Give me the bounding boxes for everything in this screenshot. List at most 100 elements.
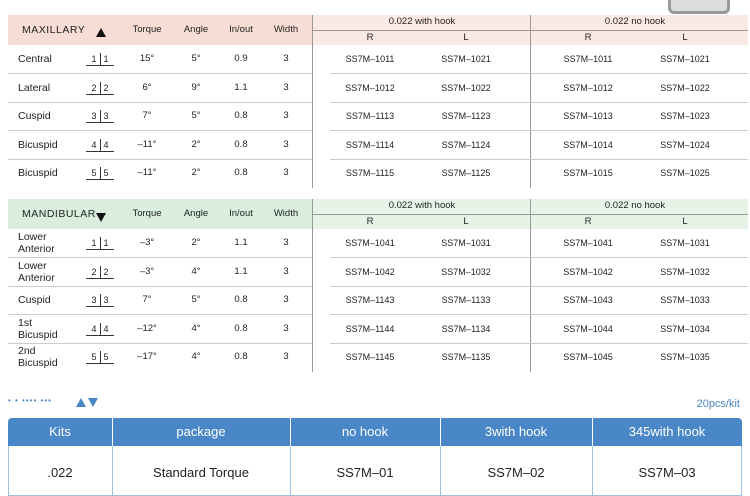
- cell: –11°: [137, 138, 157, 150]
- cell: 0.8: [234, 138, 248, 150]
- code: SS7M–1124: [441, 139, 491, 150]
- cell: 0.8: [234, 322, 248, 334]
- cell: –3°: [139, 237, 155, 248]
- cell: 3: [283, 237, 289, 248]
- code: SS7M–1145: [345, 352, 395, 363]
- cell: 0.9: [234, 53, 248, 64]
- rule: [86, 93, 114, 95]
- tooth-number: 4: [103, 139, 109, 150]
- group-title: 0.022 with hook: [388, 200, 456, 211]
- cell: 3: [283, 110, 289, 122]
- cell: 4°: [191, 322, 201, 334]
- column-header: In/out: [229, 208, 253, 219]
- kits-cell: SS7M–01: [336, 465, 394, 480]
- code: SS7M–1114: [345, 139, 395, 150]
- rule: [330, 73, 748, 74]
- cell: 9°: [191, 81, 201, 93]
- tooth-number: 4: [91, 323, 97, 334]
- code: SS7M–1023: [660, 111, 710, 122]
- cell: 0.8: [234, 351, 248, 363]
- tooth-number: 3: [103, 111, 109, 122]
- cell: –12°: [137, 322, 157, 334]
- cell: 3: [283, 265, 289, 277]
- tooth-number: 3: [103, 295, 109, 306]
- code: SS7M–1135: [441, 352, 491, 363]
- side-label: L: [682, 216, 688, 227]
- code: SS7M–1043: [563, 295, 613, 306]
- rule: [330, 158, 748, 160]
- kit-note: 20pcs/kit: [696, 398, 740, 410]
- rule: [330, 130, 748, 132]
- tooth-number: 1: [103, 238, 109, 248]
- column-header: Angle: [183, 208, 209, 219]
- kits-header: 345with hook: [628, 424, 706, 439]
- group-title: 0.022 no hook: [604, 16, 666, 27]
- side-label: R: [584, 216, 592, 227]
- tooth-number: 3: [91, 111, 97, 122]
- cell: –11°: [137, 167, 157, 179]
- tooth-number: 5: [103, 168, 109, 179]
- rule: [330, 314, 748, 316]
- rule: [112, 418, 113, 446]
- kits-cell: SS7M–02: [487, 465, 545, 480]
- tooth-number: 2: [91, 266, 97, 277]
- tooth-number: 5: [103, 352, 109, 363]
- side-label: L: [682, 32, 688, 43]
- section-header: [8, 15, 312, 45]
- rule: [100, 167, 101, 180]
- cell: 4°: [191, 265, 201, 277]
- kits-header: package: [176, 424, 226, 439]
- code: SS7M–1034: [660, 323, 710, 334]
- group-title: 0.022 with hook: [388, 16, 456, 27]
- code: SS7M–1115: [345, 168, 395, 179]
- tooth-name: Bicuspid: [18, 167, 58, 180]
- code: SS7M–1123: [441, 111, 491, 122]
- rule: [440, 418, 441, 446]
- tooth-name: Cuspid: [18, 294, 51, 307]
- code: SS7M–1125: [441, 168, 491, 179]
- code: SS7M–1045: [563, 352, 613, 363]
- cell: 7°: [142, 294, 152, 306]
- kits-cell: .022: [47, 465, 73, 480]
- cell: 4°: [191, 351, 201, 363]
- rule: [86, 150, 114, 152]
- rule: [8, 285, 312, 287]
- rule: [86, 65, 114, 66]
- rule: [100, 351, 101, 364]
- rule: [100, 53, 101, 65]
- tooth-number: 2: [103, 82, 109, 93]
- tooth-number: 2: [103, 266, 109, 277]
- rule: [100, 265, 101, 278]
- rule: [86, 334, 114, 336]
- rule: [8, 73, 312, 74]
- rule: [100, 294, 101, 307]
- rule: [330, 342, 748, 344]
- code: SS7M–1044: [563, 323, 613, 334]
- cell: 2°: [191, 138, 201, 150]
- cell: 1.1: [234, 81, 248, 93]
- code: SS7M–1011: [563, 54, 613, 64]
- code: SS7M–1025: [660, 168, 710, 179]
- code: SS7M–1143: [345, 295, 395, 306]
- rule: [312, 15, 313, 188]
- rule: [112, 446, 113, 496]
- rule: [592, 418, 593, 446]
- rule: [530, 15, 531, 188]
- rule: [8, 342, 312, 344]
- code: SS7M–1031: [660, 238, 710, 248]
- cell: 0.8: [234, 110, 248, 122]
- code: SS7M–1011: [345, 54, 395, 64]
- cell: 3: [283, 53, 289, 64]
- tooth-number: 1: [91, 238, 97, 248]
- tooth-number: 4: [103, 323, 109, 334]
- code: SS7M–1041: [345, 238, 395, 248]
- code: SS7M–1014: [563, 139, 613, 150]
- kits-header: 3with hook: [484, 424, 548, 439]
- rule: [290, 418, 291, 446]
- rule: [100, 237, 101, 249]
- dots: • • •••• •••: [8, 396, 52, 405]
- kits-header: no hook: [341, 424, 389, 439]
- code: SS7M–1041: [563, 238, 613, 248]
- kits-cell: Standard Torque: [153, 465, 249, 480]
- product-image: [668, 0, 730, 14]
